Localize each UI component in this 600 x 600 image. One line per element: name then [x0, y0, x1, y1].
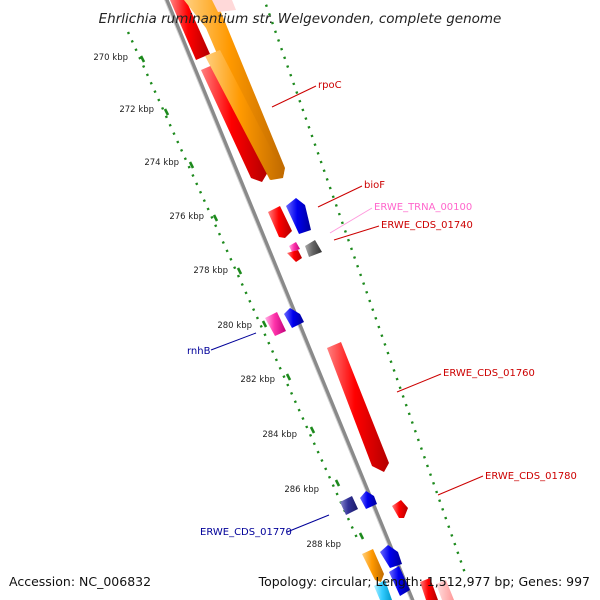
outer-dotted-track	[263, 0, 468, 577]
scale-label: 274 kbp	[144, 158, 179, 168]
feature-cds-top[interactable]	[170, 0, 210, 60]
feature-cds-blue-280[interactable]	[284, 308, 304, 328]
leader-cds-01780	[437, 475, 484, 496]
scale-tick-280	[261, 320, 268, 328]
feature-pale-top[interactable]	[212, 0, 236, 12]
feature-cds-01780[interactable]	[392, 500, 408, 518]
scale-tick-288	[358, 532, 365, 540]
feature-cds-red-small[interactable]	[287, 250, 302, 262]
gene-label-cds-01770: ERWE_CDS_01770	[200, 527, 292, 538]
feature-trna-00100[interactable]	[289, 242, 300, 252]
leader-cds-01770	[286, 514, 330, 533]
scale-label: 284 kbp	[262, 430, 297, 440]
leader-lines	[210, 85, 484, 533]
scale-tick-286	[334, 479, 341, 487]
scale-label: 280 kbp	[217, 321, 252, 331]
scale-label: 270 kbp	[93, 53, 128, 63]
leader-bioF	[317, 185, 363, 208]
scale-ticks	[139, 55, 365, 540]
feature-cds-01740[interactable]	[305, 240, 322, 257]
feature-blue-bottom[interactable]	[380, 545, 402, 568]
scale-label: 286 kbp	[284, 485, 319, 495]
genome-summary-text: Topology: circular; Length: 1,512,977 bp…	[258, 574, 590, 589]
scale-tick-278	[236, 267, 243, 275]
map-title: Ehrlichia ruminantium str. Welgevonden, …	[99, 11, 502, 27]
scale-tick-282	[285, 373, 292, 381]
gene-label-trna-00100: ERWE_TRNA_00100	[374, 202, 472, 213]
scale-label: 282 kbp	[240, 375, 275, 385]
leader-cds-01740	[333, 225, 380, 241]
gene-label-rnhB: rnhB	[187, 346, 211, 357]
feature-red-bottom[interactable]	[420, 578, 438, 600]
accession-text: Accession: NC_006832	[9, 574, 151, 589]
leader-rnhB	[210, 332, 257, 351]
feature-cds-01760[interactable]	[327, 342, 389, 472]
scale-tick-276	[212, 214, 219, 222]
feature-cds-blue-286[interactable]	[360, 491, 377, 509]
feature-orange-bottom[interactable]	[362, 549, 384, 582]
feature-rnhB[interactable]	[265, 312, 286, 336]
feature-cyan-bottom[interactable]	[374, 580, 392, 600]
scale-tick-284	[309, 426, 316, 434]
scale-label: 276 kbp	[169, 212, 204, 222]
scale-label: 272 kbp	[119, 105, 154, 115]
scale-label: 278 kbp	[193, 266, 228, 276]
gene-label-rpoC: rpoC	[318, 80, 342, 91]
scale-tick-272	[163, 108, 170, 116]
feature-cds-red-long[interactable]	[201, 64, 268, 182]
gene-label-bioF: bioF	[364, 180, 385, 191]
scale-label: 288 kbp	[306, 540, 341, 550]
genome-backbone	[164, 0, 415, 600]
scale-tick-270	[139, 55, 146, 63]
gene-labels: rpoC bioF ERWE_TRNA_00100 ERWE_CDS_01740…	[187, 80, 577, 538]
gene-label-cds-01780: ERWE_CDS_01780	[485, 471, 577, 482]
gene-label-cds-01760: ERWE_CDS_01760	[443, 368, 535, 379]
scale-tick-274	[188, 161, 195, 169]
feature-cds-red-bioF[interactable]	[268, 206, 292, 238]
feature-blue-bottom-2[interactable]	[389, 566, 410, 596]
features	[170, 0, 454, 600]
feature-cds-01770[interactable]	[340, 496, 358, 515]
scale-labels: 270 kbp 272 kbp 274 kbp 276 kbp 278 kbp …	[93, 53, 341, 550]
inner-dotted-track	[126, 31, 359, 539]
leader-rpoC	[271, 85, 317, 108]
leader-trna-00100	[329, 207, 373, 234]
feature-orange-top[interactable]	[205, 50, 284, 180]
leader-cds-01760	[396, 373, 442, 393]
feature-pale-bottom[interactable]	[436, 580, 454, 600]
gene-label-cds-01740: ERWE_CDS_01740	[381, 220, 473, 231]
feature-bioF[interactable]	[286, 198, 311, 234]
